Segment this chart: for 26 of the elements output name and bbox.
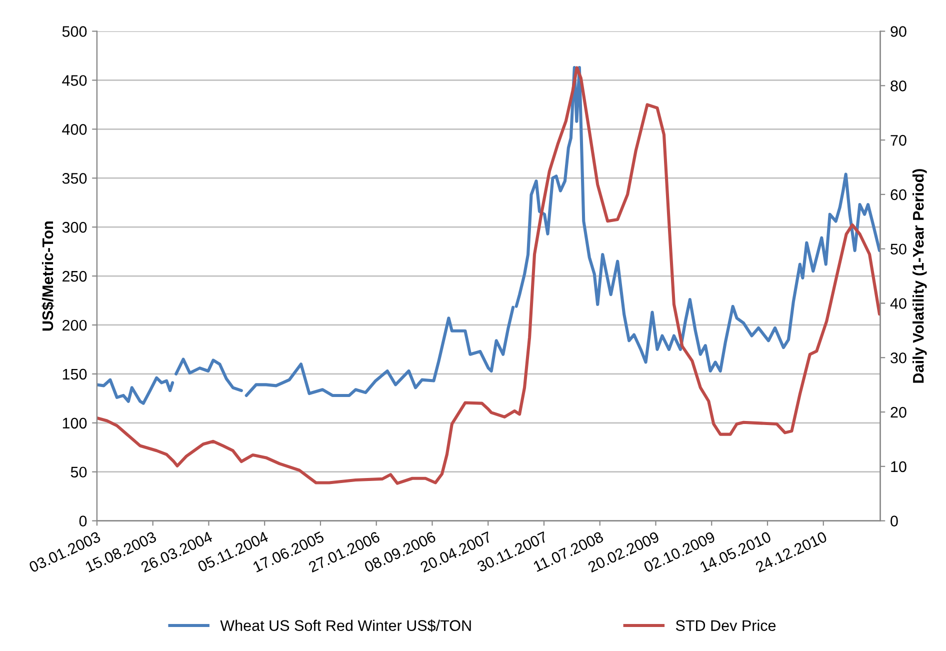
y-tick-label: 250 (62, 270, 87, 282)
y2-tick-label: 90 (890, 26, 906, 37)
line-series (96, 66, 880, 485)
y2-tick-label: 70 (890, 134, 906, 146)
y2-tick-label: 0 (890, 516, 898, 526)
y2-tick-label: 40 (890, 298, 906, 309)
y-tick-label: 200 (62, 320, 87, 331)
y-tick-label: 100 (62, 418, 87, 429)
y-tick-label: 500 (62, 26, 87, 37)
y2-tick-label: 20 (890, 406, 906, 418)
y-axis-title: US$/Metric-Ton (42, 222, 54, 331)
y-tick-label: 350 (62, 172, 87, 184)
y2-axis-title: Daily Volatility (1-Year Period) (912, 169, 927, 383)
y-tick-label: 150 (62, 368, 87, 380)
legend-label: STD Dev Price (676, 620, 776, 631)
y2-tick-label: 80 (890, 80, 906, 92)
y-tick-label: 450 (62, 75, 87, 86)
y-tick-label: 50 (70, 466, 87, 478)
y2-tick-label: 10 (891, 461, 906, 472)
y-tick-label: 300 (62, 222, 87, 233)
y2-tick-label: 50 (890, 244, 906, 255)
legend-label: Wheat US Soft Red Winter US$/TON (220, 620, 471, 632)
y-tick-label: 400 (62, 124, 87, 135)
y2-tick-label: 30 (890, 352, 906, 364)
y2-tick-label: 60 (890, 189, 906, 200)
y-tick-label: 0 (79, 516, 87, 526)
